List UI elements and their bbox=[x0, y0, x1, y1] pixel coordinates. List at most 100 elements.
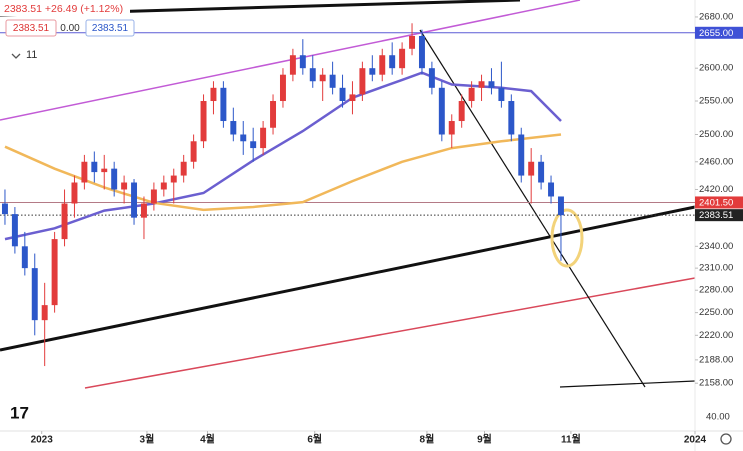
candle-body bbox=[250, 141, 257, 149]
candle-body bbox=[409, 35, 416, 49]
candle-body bbox=[369, 68, 376, 75]
candle-body bbox=[548, 182, 555, 197]
y-tick-label: 2340.00 bbox=[699, 241, 733, 252]
candle-body bbox=[230, 121, 237, 135]
candle-body bbox=[121, 182, 128, 190]
settings-icon[interactable] bbox=[720, 433, 732, 445]
y-tick-label: 2460.00 bbox=[699, 156, 733, 167]
y-tick-label: 2600.00 bbox=[699, 63, 733, 74]
candle-body bbox=[498, 87, 505, 102]
candle-body bbox=[468, 87, 475, 102]
candle-body bbox=[71, 182, 78, 204]
legend-box bbox=[5, 19, 57, 37]
candle-body bbox=[1, 203, 8, 215]
trend-line bbox=[84, 277, 696, 389]
candle-body bbox=[81, 161, 88, 183]
moving-average bbox=[4, 133, 562, 212]
candle-body bbox=[389, 55, 396, 69]
candle-body bbox=[21, 246, 28, 269]
x-tick-label: 4월 bbox=[200, 434, 215, 446]
y-tick-label: 2188.00 bbox=[699, 354, 733, 365]
candle-body bbox=[220, 87, 227, 122]
candle-body bbox=[488, 81, 495, 88]
candle-body bbox=[200, 101, 207, 142]
candle-body bbox=[339, 87, 346, 102]
candle-body bbox=[210, 87, 217, 102]
pane-label: 40.00 bbox=[706, 412, 730, 423]
trend-line bbox=[559, 380, 696, 388]
candle-body bbox=[418, 35, 425, 69]
x-tick-label: 3월 bbox=[140, 434, 155, 446]
candle-body bbox=[289, 55, 296, 75]
candle-body bbox=[508, 101, 515, 135]
candle-body bbox=[538, 161, 545, 183]
legend-value: 2383.51 bbox=[92, 23, 129, 34]
legend-value: 2383.51 bbox=[13, 23, 50, 34]
candle-body bbox=[448, 121, 455, 135]
candle-body bbox=[478, 81, 485, 88]
candle-body bbox=[61, 203, 68, 240]
candle-body bbox=[319, 74, 326, 82]
candle-body bbox=[190, 141, 197, 162]
x-tick-label: 9월 bbox=[477, 434, 492, 446]
candle-body bbox=[557, 196, 564, 216]
candle-body bbox=[31, 268, 38, 321]
candle-body bbox=[399, 48, 406, 69]
candle-body bbox=[140, 203, 147, 218]
candle-body bbox=[458, 101, 465, 122]
y-tick-label: 2550.00 bbox=[699, 96, 733, 107]
price-tag-label: 2401.50 bbox=[699, 197, 733, 208]
candle-body bbox=[240, 134, 247, 142]
candle-body bbox=[518, 134, 525, 176]
candle-body bbox=[379, 55, 386, 75]
candle-body bbox=[111, 168, 118, 190]
candle-body bbox=[428, 68, 435, 88]
candle-body bbox=[91, 161, 98, 173]
x-tick-label: 6월 bbox=[307, 434, 322, 446]
candle-body bbox=[528, 161, 535, 176]
candle-body bbox=[260, 127, 267, 149]
header-bg bbox=[0, 0, 130, 16]
collapse-icon[interactable] bbox=[11, 53, 21, 59]
candle-body bbox=[51, 239, 58, 306]
y-tick-label: 2250.00 bbox=[699, 307, 733, 318]
price-tag bbox=[695, 209, 743, 222]
price-tag bbox=[695, 26, 743, 39]
legend-box bbox=[85, 19, 135, 37]
x-tick-label: 2024 bbox=[684, 435, 707, 446]
candle-body bbox=[101, 168, 108, 173]
candle-body bbox=[150, 189, 157, 204]
legend-value: 0.00 bbox=[60, 23, 80, 34]
y-tick-label: 2500.00 bbox=[699, 129, 733, 140]
candle-body bbox=[359, 68, 366, 95]
y-tick-label: 2158.00 bbox=[699, 378, 733, 389]
x-tick-label: 11월 bbox=[561, 434, 581, 446]
logo: 17 bbox=[10, 403, 29, 422]
labels: 2680.002650.002600.002550.002500.002460.… bbox=[31, 11, 743, 446]
y-tick-label: 2420.00 bbox=[699, 184, 733, 195]
candle-body bbox=[309, 68, 316, 82]
candle-body bbox=[131, 182, 138, 218]
candle-body bbox=[270, 101, 277, 128]
candle-body bbox=[329, 74, 336, 88]
price-tag-label: 2655.00 bbox=[699, 28, 733, 39]
candle-body bbox=[170, 175, 177, 183]
y-tick-label: 2680.00 bbox=[699, 11, 733, 22]
candle-body bbox=[180, 161, 187, 176]
trend-line bbox=[0, 205, 696, 352]
price-tag-label: 2383.51 bbox=[699, 210, 733, 221]
trend-line bbox=[419, 29, 646, 388]
candle-body bbox=[299, 55, 306, 69]
x-tick-label: 8월 bbox=[420, 434, 435, 446]
indicator-count[interactable]: 11 bbox=[26, 49, 37, 61]
candle-body bbox=[41, 305, 48, 321]
price-tag bbox=[695, 196, 743, 209]
highlight-circle bbox=[550, 208, 584, 268]
y-tick-label: 2280.00 bbox=[699, 285, 733, 296]
x-tick-label: 2023 bbox=[31, 435, 54, 446]
candle-body bbox=[349, 94, 356, 102]
quote: 2383.51 +26.49 (+1.12%) bbox=[4, 3, 123, 15]
